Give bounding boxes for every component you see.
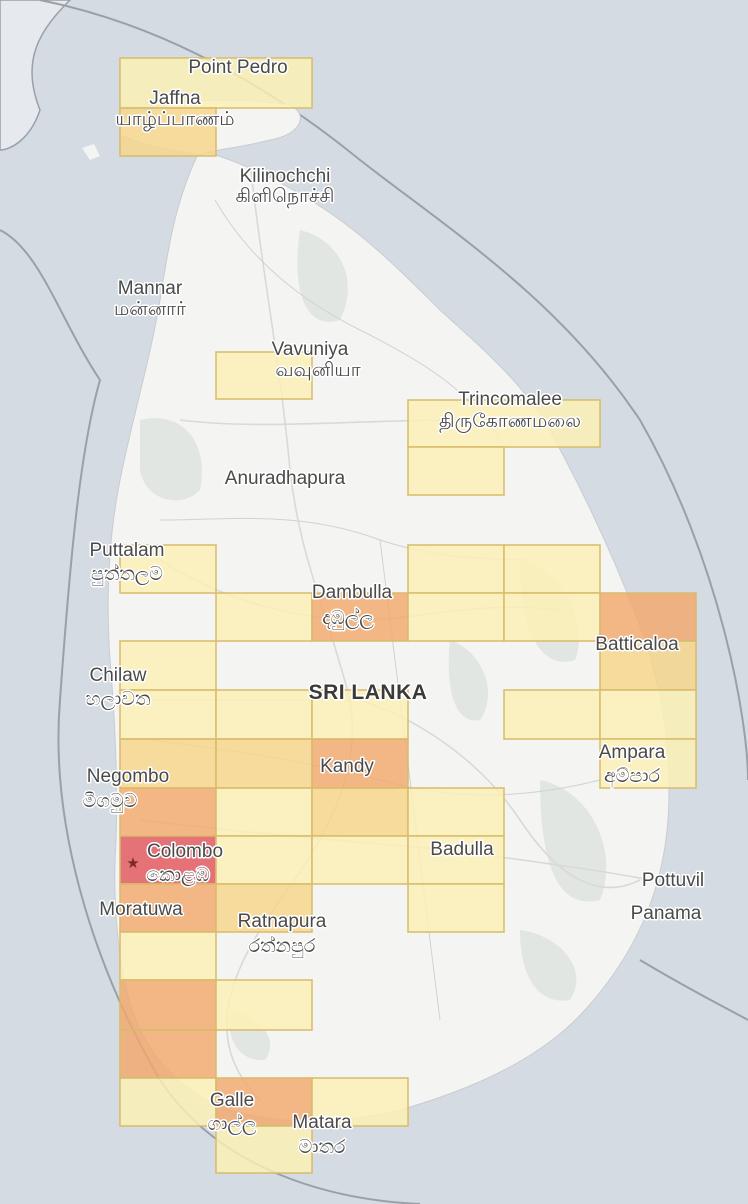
heatmap-grid (119, 57, 697, 1174)
city-local-label-dambulla: දඹුල්ල (322, 607, 374, 631)
heatmap-cell[interactable] (119, 883, 217, 933)
city-label-pottuvil: Pottuvil (642, 870, 704, 891)
city-label-point-pedro: Point Pedro (188, 57, 287, 78)
heatmap-cell[interactable] (119, 57, 313, 109)
heatmap-cell[interactable] (119, 544, 217, 594)
city-label-matara: Matara (292, 1112, 352, 1133)
heatmap-cell[interactable] (215, 835, 313, 885)
heatmap-cell[interactable] (119, 107, 217, 157)
heatmap-cell[interactable] (503, 689, 601, 740)
heatmap-cell[interactable] (407, 446, 505, 496)
country-label: SRI LANKA (309, 681, 428, 704)
city-label-galle: Galle (210, 1090, 254, 1111)
capital-star-icon: ★ (126, 855, 139, 872)
heatmap-cell[interactable] (119, 835, 217, 885)
heatmap-cell[interactable] (119, 738, 217, 789)
heatmap-cell[interactable] (407, 592, 505, 642)
city-label-trincomalee: Trincomalee (458, 389, 562, 410)
heatmap-cell[interactable] (311, 787, 409, 837)
city-local-label-puttalam: පුත්තලම (91, 563, 163, 587)
heatmap-cell[interactable] (503, 592, 601, 642)
heatmap-cell[interactable] (407, 544, 505, 594)
heatmap-cell[interactable] (503, 544, 601, 594)
islet (82, 144, 100, 160)
city-label-panama: Panama (631, 903, 702, 924)
heatmap-cell[interactable] (599, 738, 697, 789)
heatmap-cell[interactable] (407, 787, 505, 837)
city-label-batticaloa: Batticaloa (595, 634, 679, 655)
city-label-colombo: Colombo (147, 841, 223, 862)
heatmap-cell[interactable] (215, 592, 313, 642)
city-label-chilaw: Chilaw (89, 665, 146, 686)
city-label-anuradhapura: Anuradhapura (225, 468, 346, 489)
city-label-mannar: Mannar (118, 278, 183, 299)
city-label-vavuniya: Vavuniya (272, 339, 349, 360)
heatmap-cell[interactable] (215, 787, 313, 837)
heatmap-cell[interactable] (215, 979, 313, 1031)
city-local-label-kilinochchi: கிளிநொச்சி (236, 186, 335, 208)
heatmap-cell[interactable] (407, 399, 601, 448)
city-label-moratuwa: Moratuwa (99, 899, 183, 920)
city-label-puttalam: Puttalam (90, 540, 165, 561)
heatmap-cell[interactable] (215, 1077, 313, 1127)
heatmap-cell[interactable] (599, 592, 697, 642)
city-label-dambulla: Dambulla (312, 582, 393, 603)
heatmap-cell[interactable] (215, 883, 313, 933)
india-coast (0, 0, 72, 151)
heatmap-cell[interactable] (215, 738, 313, 789)
city-label-ratnapura: Ratnapura (238, 911, 327, 932)
city-label-negombo: Negombo (87, 766, 169, 787)
heatmap-cell[interactable] (311, 1077, 409, 1127)
heatmap-cell[interactable] (119, 979, 217, 1031)
heatmap-cell[interactable] (599, 640, 697, 691)
heatmap-cell[interactable] (119, 640, 217, 691)
city-local-label-mannar: மன்னார் (114, 299, 186, 320)
city-local-label-trincomalee: திருகோணமலை (439, 411, 581, 433)
eez-boundary (639, 959, 748, 1021)
city-local-label-jaffna: யாழ்ப்பாணம் (115, 109, 234, 131)
city-local-label-negombo: මීගමුව (83, 791, 138, 813)
city-local-label-ratnapura: රත්නපුර (249, 935, 316, 959)
heatmap-cell[interactable] (407, 883, 505, 933)
city-label-ampara: Ampara (599, 742, 666, 763)
heatmap-cell[interactable] (119, 1029, 217, 1079)
city-label-jaffna: Jaffna (149, 88, 201, 109)
heatmap-cell[interactable] (311, 592, 409, 642)
city-local-label-chilaw: හලාවත (86, 689, 151, 710)
heatmap-cell[interactable] (215, 351, 313, 400)
heatmap-cell[interactable] (407, 835, 505, 885)
city-local-label-ampara: අම්පාර (604, 766, 660, 788)
city-label-badulla: Badulla (430, 839, 494, 860)
heatmap-cell[interactable] (119, 1077, 217, 1127)
city-label-kilinochchi: Kilinochchi (240, 166, 331, 187)
maritime-boundary-east (39, 0, 748, 781)
heatmap-cell[interactable] (599, 689, 697, 740)
city-label-kandy: Kandy (320, 756, 374, 777)
heatmap-cell[interactable] (215, 1125, 313, 1174)
city-local-label-matara: මාතර (299, 1137, 346, 1158)
city-local-label-vavuniya: வவுனியா (275, 360, 360, 381)
heatmap-cell[interactable] (311, 738, 409, 789)
heatmap-cell[interactable] (311, 835, 409, 885)
city-local-label-colombo: කොළඹ (146, 865, 209, 886)
heatmap-cell[interactable] (215, 689, 313, 740)
city-local-label-galle: ගාල්ල (208, 1113, 257, 1135)
heatmap-cell[interactable] (119, 931, 217, 981)
